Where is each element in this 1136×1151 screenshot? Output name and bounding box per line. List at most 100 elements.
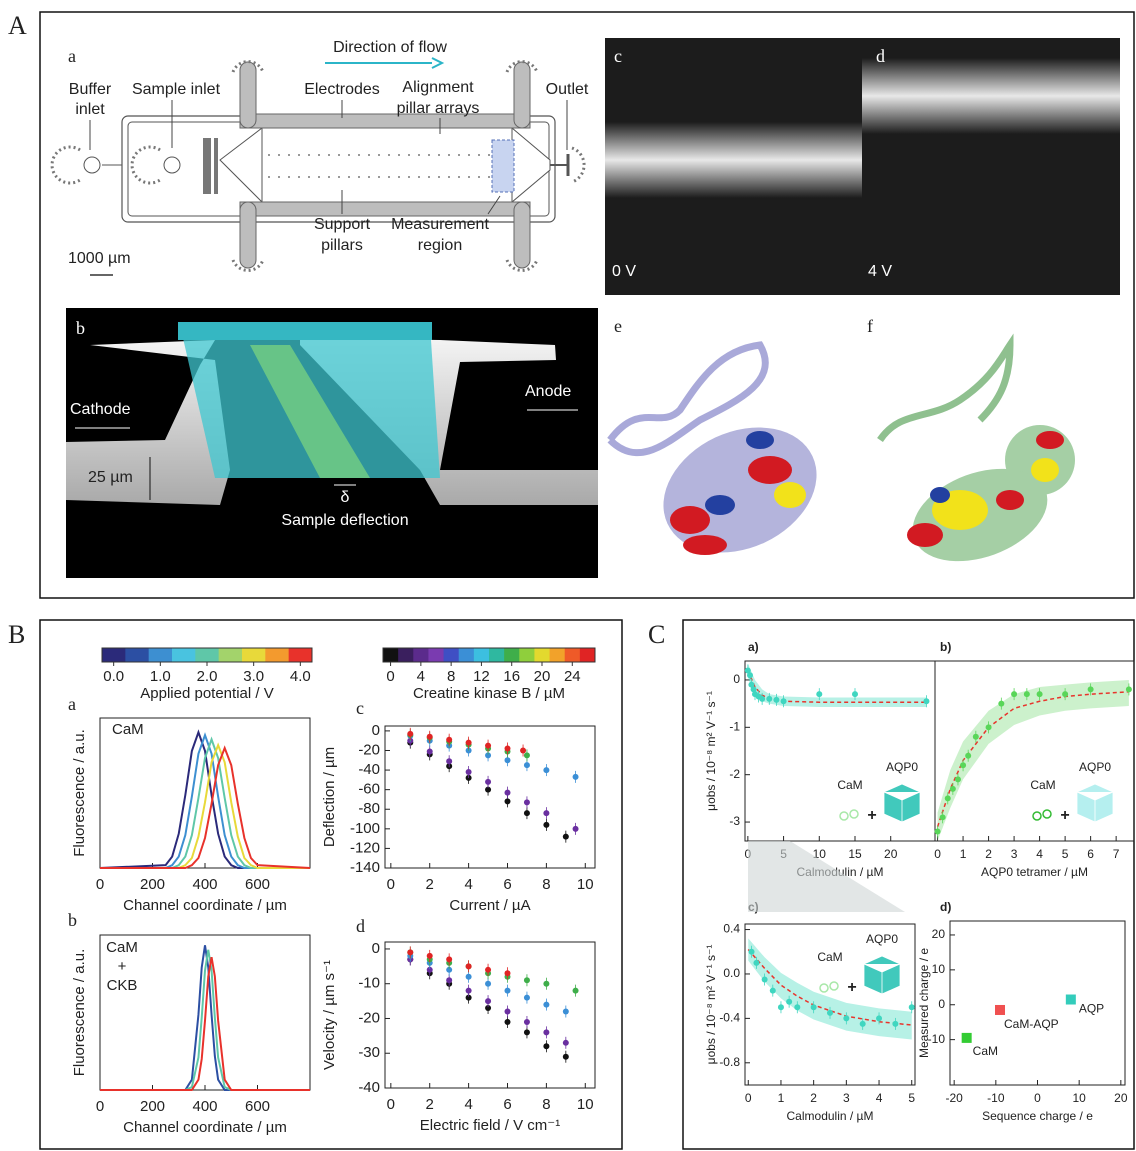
cam-icon <box>1032 811 1042 821</box>
fit-line <box>747 949 912 1026</box>
colorbar-cell <box>195 648 220 662</box>
colorbar-tick-label: 4 <box>417 668 425 685</box>
point <box>543 767 550 774</box>
point <box>965 752 972 759</box>
point <box>465 994 472 1001</box>
annotation: CKB <box>107 977 138 994</box>
point <box>748 681 755 688</box>
point <box>426 748 433 755</box>
point <box>543 810 550 817</box>
point <box>485 778 492 785</box>
colorbar-tick-label: 1.0 <box>150 668 171 685</box>
inset-label: + <box>1060 807 1069 824</box>
annotation: inlet <box>75 101 105 118</box>
point <box>543 980 550 987</box>
subplot-label: d <box>356 916 365 936</box>
point <box>520 747 527 754</box>
cube-icon <box>883 783 921 823</box>
point <box>769 987 776 994</box>
point <box>1087 686 1094 693</box>
colorbar-tick-label: 4.0 <box>290 668 311 685</box>
point <box>766 695 773 702</box>
point <box>446 736 453 743</box>
x-tick-label: 8 <box>542 1096 550 1113</box>
point <box>523 1029 530 1036</box>
point <box>485 742 492 749</box>
y-axis-label: Deflection / µm <box>321 747 338 847</box>
point <box>504 798 511 805</box>
colorbar-cell <box>549 648 566 662</box>
curve <box>100 736 310 869</box>
y-tick-label: -140 <box>350 859 380 876</box>
x-tick-label: 2 <box>426 876 434 893</box>
cube-icon <box>1076 783 1114 823</box>
annotation: 25 µm <box>88 469 133 486</box>
inset-label: + <box>867 807 876 824</box>
colorbar-cell <box>125 648 150 662</box>
colorbar-cell <box>443 648 460 662</box>
annotation: Sample deflection <box>281 512 408 529</box>
point <box>465 987 472 994</box>
annotation: Direction of flow <box>333 39 447 56</box>
y-tick-label: -100 <box>350 820 380 837</box>
annotation: Anode <box>525 383 571 400</box>
main-channel <box>261 127 513 203</box>
y-tick-label: -0.8 <box>719 1055 740 1069</box>
x-tick-label: 4 <box>464 876 472 893</box>
plot-frame <box>384 941 596 1089</box>
point <box>485 1005 492 1012</box>
point <box>485 966 492 973</box>
x-tick-label: 15 <box>848 847 862 861</box>
micrographs: c d 0 V 4 V <box>605 38 1120 295</box>
point-label: CaM <box>973 1044 998 1058</box>
point <box>759 695 766 702</box>
x-tick-label: 10 <box>577 1096 594 1113</box>
point <box>446 758 453 765</box>
point <box>562 1053 569 1060</box>
colorbar-cell <box>579 648 596 662</box>
electrode <box>239 113 531 129</box>
point <box>465 769 472 776</box>
point <box>748 948 755 955</box>
x-tick-label: 6 <box>1087 847 1094 861</box>
y-tick-label: 20 <box>932 927 946 941</box>
colorbar-cell <box>534 648 551 662</box>
x-tick-label: 2 <box>426 1096 434 1113</box>
x-tick-label: 7 <box>1113 847 1120 861</box>
annotation: Support <box>314 216 371 233</box>
zoom-guide <box>748 841 905 912</box>
point <box>446 966 453 973</box>
curve <box>100 956 310 1091</box>
y-axis-label: Fluorescence / a.u. <box>71 729 88 857</box>
ribbon <box>877 333 1014 443</box>
x-tick-label: 600 <box>245 876 270 893</box>
electrode <box>239 201 257 269</box>
x-tick-label: 10 <box>1072 1091 1086 1105</box>
colorbar-tick-label: 24 <box>564 668 581 685</box>
x-tick-label: 200 <box>140 876 165 893</box>
point <box>523 752 530 759</box>
plot-frame <box>744 923 916 1086</box>
outlet-taper <box>511 126 551 204</box>
annotation: region <box>418 237 462 254</box>
cam-icon <box>829 981 839 991</box>
colorbar-label: Applied potential / V <box>140 685 273 702</box>
panel-frame <box>39 619 623 1150</box>
y-tick-label: 0.4 <box>723 922 740 936</box>
confidence-band <box>748 938 912 1040</box>
point <box>543 1001 550 1008</box>
y-tick-label: -30 <box>358 1044 380 1061</box>
point <box>761 976 768 983</box>
y-tick-label: 0 <box>372 940 380 957</box>
x-axis-label: AQP0 tetramer / µM <box>981 865 1088 879</box>
point <box>485 786 492 793</box>
sublabel: d <box>876 46 885 66</box>
point <box>465 973 472 980</box>
point <box>1036 691 1043 698</box>
x-tick-label: 0 <box>745 1091 752 1105</box>
point <box>1011 691 1018 698</box>
x-tick-label: 1 <box>960 847 967 861</box>
point <box>562 833 569 840</box>
point <box>944 795 951 802</box>
